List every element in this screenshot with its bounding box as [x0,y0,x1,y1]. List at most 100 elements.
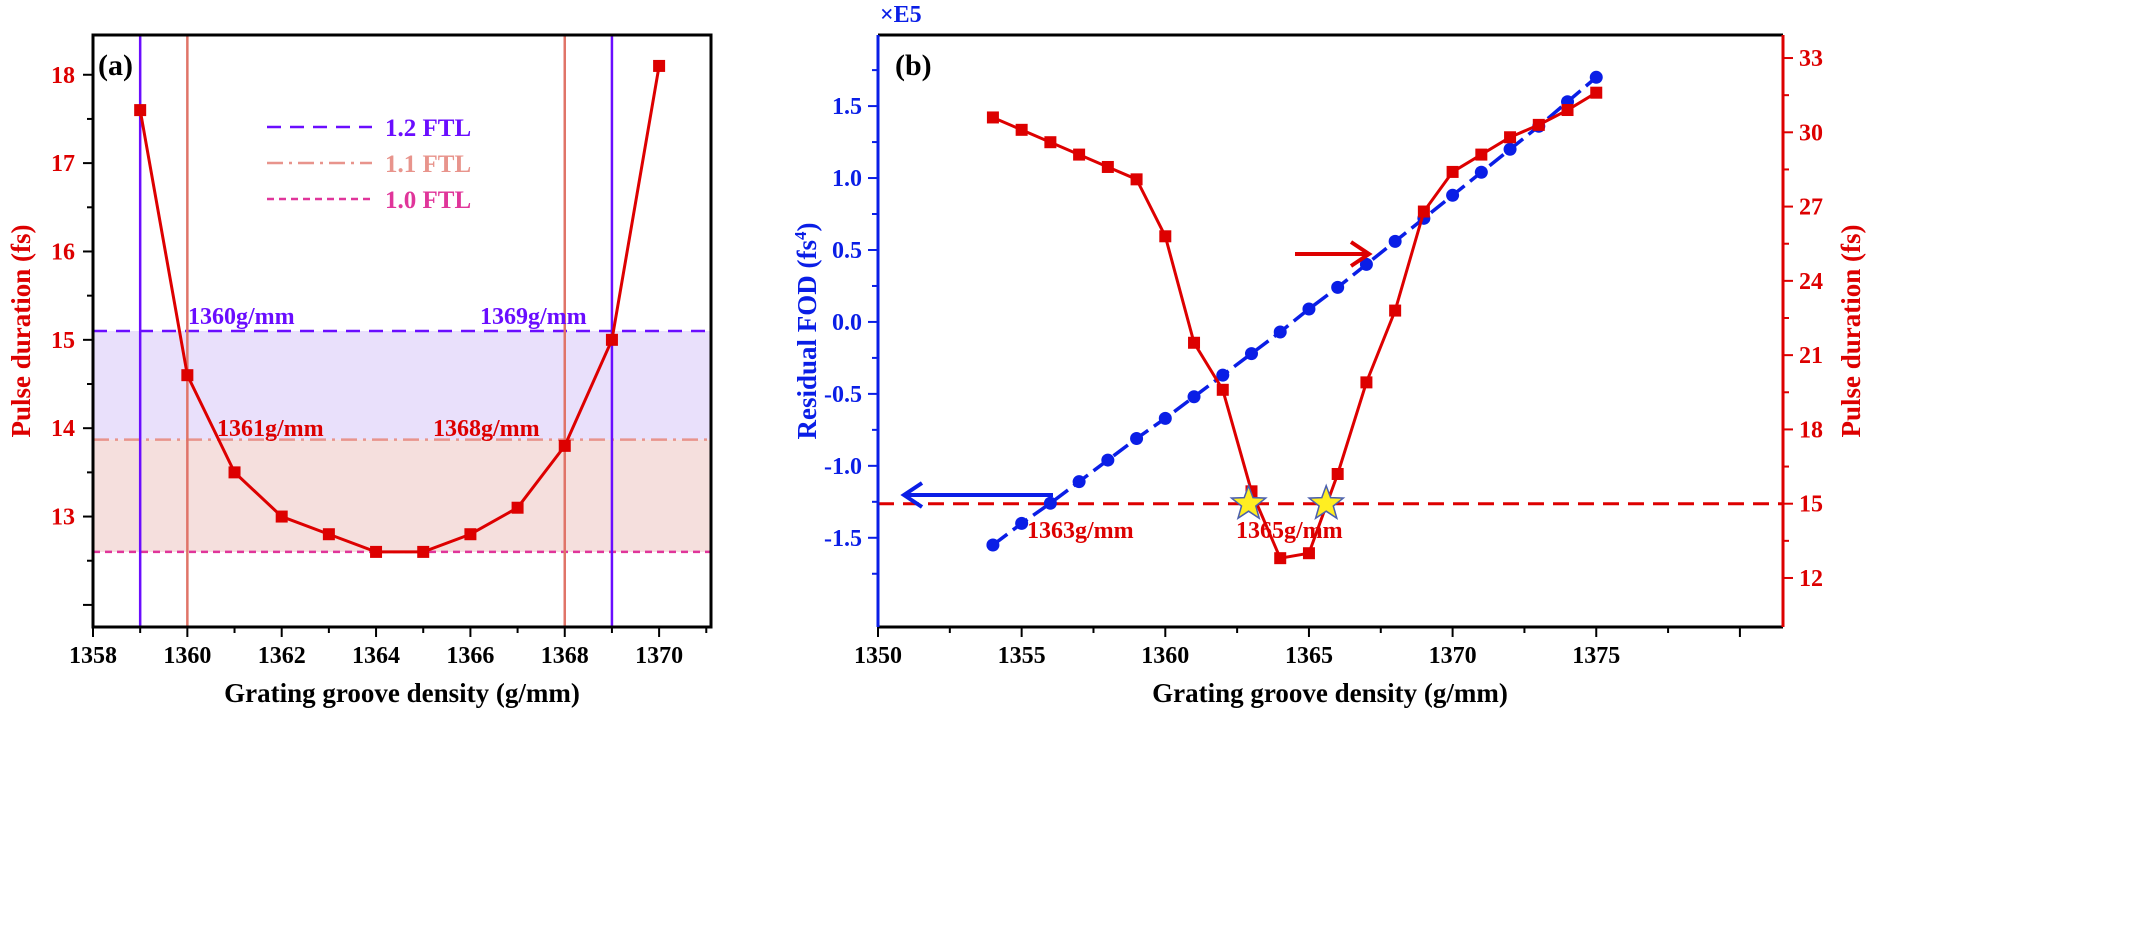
axis-ticks-b: 1350 1355 1360 1365 1370 1375 -1.5 -1.0 -0.5 0.0 0… [824,46,1823,669]
x-tick-label: 1375 [1572,643,1620,669]
series-line [138,65,661,554]
legend-label-1-1-ftl: 1.1 FTL [385,151,471,178]
fod-point [1446,188,1460,202]
x-tick-label: 1368 [541,643,589,669]
data-point [558,439,571,452]
fod-point [1302,302,1316,316]
fod-point [1101,453,1115,467]
pulse-point [1188,336,1201,349]
pulse-point [1417,205,1430,218]
y-tick-label: 14 [51,416,75,442]
x-tick-label: 1370 [1429,643,1477,669]
y-axis-label-right-b: Pulse duration (fs) [1836,224,1866,437]
fod-point [1244,347,1258,361]
pulse-line [992,91,1598,560]
data-point [322,528,335,541]
fod-point [1187,390,1201,404]
pulse-point [1015,123,1028,136]
pulse-point [1475,148,1488,161]
star-icon [1229,483,1268,521]
fod-point [1474,165,1488,179]
axis-ticks-a: 1358 1360 1362 1364 1366 1368 1370 13 14 15 16 17 18 [51,63,708,669]
y-tick-label: 17 [51,151,75,177]
data-point [511,501,524,514]
pulse-point [1073,148,1086,161]
annotation-1365: 1365g/mm [1236,518,1343,544]
pulse-duration-series-b [986,86,1603,565]
data-point [653,59,666,72]
y-right-tick-label: 33 [1799,46,1823,72]
panel-label-a: (a) [98,49,133,82]
panel-a: 1358 1360 1362 1364 1366 1368 1370 13 14 15 16 17 18… [6,33,713,708]
pulse-point [1101,160,1114,173]
y-right-tick-label: 30 [1799,120,1823,146]
annotation-1363: 1363g/mm [1027,518,1134,544]
pulse-point [1561,104,1574,117]
y-right-tick-label: 12 [1799,566,1823,592]
left-arrow [900,481,1053,509]
y-axis-label-a: Pulse duration (fs) [6,224,36,437]
pulse-point [1590,86,1603,99]
panel-b: 1350 1355 1360 1365 1370 1375 -1.5 -1.0 -0.5 0.0 0… [791,2,1866,708]
data-point [275,510,288,523]
pulse-point [1302,547,1315,560]
data-point [228,466,241,479]
annotation-1369: 1369g/mm [480,304,587,330]
y-left-tick-label: 0.5 [832,238,862,264]
fod-point [1216,368,1230,382]
ftl-band [93,331,711,440]
pulse-point [986,111,999,124]
pulse-duration-series [134,59,666,558]
legend-a: 1.2 FTL 1.1 FTL 1.0 FTL [267,115,471,214]
axis-multiplier: ×E5 [880,2,922,28]
ftl-reference-lines [93,329,711,554]
fod-point [1273,325,1287,339]
pulse-point [1130,173,1143,186]
y-left-tick-label: -0.5 [824,382,862,408]
x-tick-label: 1364 [352,643,400,669]
y-right-tick-label: 21 [1799,343,1823,369]
fod-line [991,75,1598,547]
fod-point [1043,496,1057,510]
x-tick-label: 1355 [998,643,1046,669]
fod-point [1015,516,1029,530]
y-tick-label: 18 [51,63,75,89]
y-tick-label: 16 [51,239,75,265]
data-point [134,104,147,117]
right-arrow [1295,240,1373,268]
y-left-tick-label: -1.0 [824,454,862,480]
fod-point [1503,142,1517,156]
fod-point [1130,431,1144,445]
legend-label-1-0-ftl: 1.0 FTL [385,187,471,214]
y-tick-label: 15 [51,328,75,354]
x-tick-label: 1350 [854,643,902,669]
y-right-tick-label: 15 [1799,492,1823,518]
fod-point [1072,475,1086,489]
annotation-1361: 1361g/mm [217,416,324,442]
fod-point [1158,411,1172,425]
y-axis-label-left-b: Residual FOD (fs4) [791,222,822,439]
plot-frame-a [91,33,713,629]
fod-point [1359,257,1373,271]
pulse-point [1389,304,1402,317]
x-tick-label: 1366 [446,643,494,669]
data-point [181,369,194,382]
y-left-tick-label: -1.5 [824,526,862,552]
fod-point [1589,70,1603,84]
pulse-point [1159,230,1172,243]
pulse-point [1216,383,1229,396]
star-markers [1229,483,1346,521]
fod-point [986,538,1000,552]
pulse-point [1446,165,1459,178]
x-axis-label-b: Grating groove density (g/mm) [1152,678,1508,708]
pulse-point [1360,376,1373,389]
annotation-1360: 1360g/mm [188,304,295,330]
y-right-tick-label: 27 [1799,195,1823,221]
panel-label-b: (b) [895,49,932,82]
x-tick-label: 1360 [1141,643,1189,669]
data-point [417,545,430,558]
y-tick-label: 13 [51,505,75,531]
fod-point [1388,234,1402,248]
pulse-point [1504,131,1517,144]
